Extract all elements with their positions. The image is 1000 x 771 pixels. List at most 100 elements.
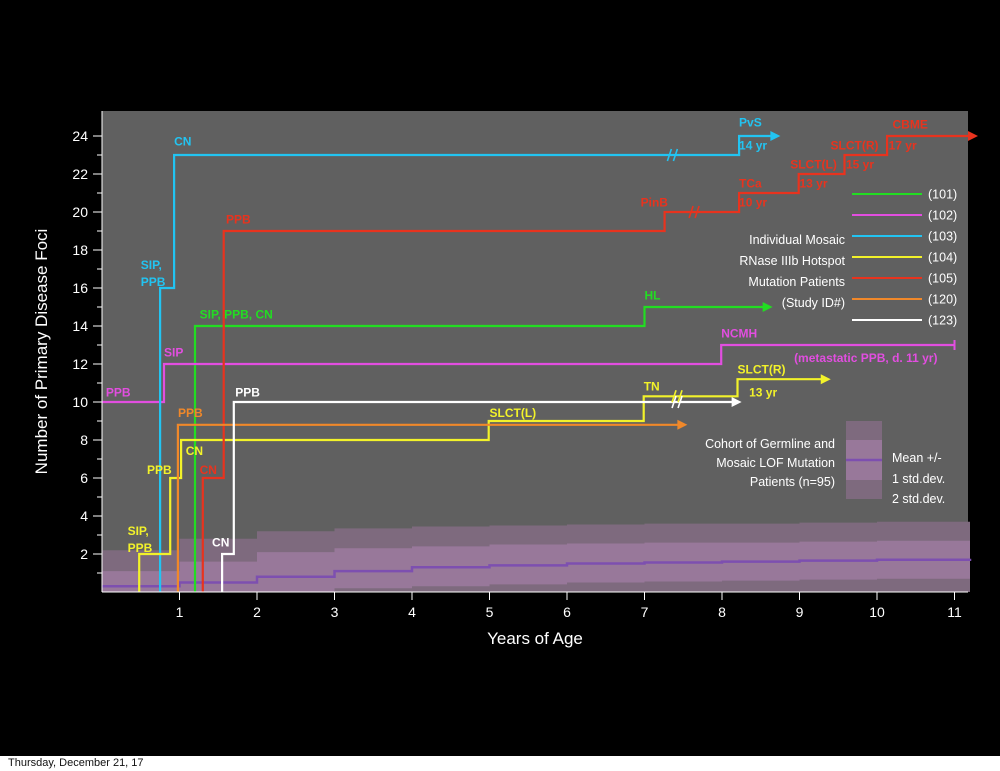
annotation-label: PvS: [739, 116, 762, 130]
break-mark: [688, 205, 694, 219]
annotations: CN SIP, PPB PvS 14 yr PPB PinB TCa 10 yr SLCT(L) 1…: [106, 116, 938, 556]
y-axis-title: Number of Primary Disease Foci: [32, 229, 51, 475]
axis-breaks: [666, 148, 700, 409]
annotation-label: 17 yr: [889, 138, 917, 152]
series-101: [193, 305, 765, 592]
arrowhead-103: [770, 131, 781, 141]
arrowhead-101: [762, 302, 773, 312]
series-105: [201, 134, 970, 592]
arrowhead-120: [677, 419, 688, 430]
y-tick-label: 10: [72, 394, 88, 410]
cohort-mean-line: [102, 558, 972, 588]
annotation-label: (metastatic PPB, d. 11 yr): [794, 351, 937, 365]
legend-title-line: (Study ID#): [782, 296, 845, 310]
annotation-label: 13 yr: [800, 176, 828, 190]
annotation-label: TCa: [739, 176, 762, 190]
legend-title-line: RNase IIIb Hotspot: [739, 254, 845, 268]
x-tick-label: 11: [947, 604, 962, 620]
annotation-label: HL: [645, 288, 661, 302]
arrowhead-105: [968, 131, 978, 141]
legend-title-line: Mutation Patients: [748, 275, 845, 289]
annotation-label: SIP: [164, 345, 183, 359]
annotation-label: 13 yr: [749, 385, 777, 399]
x-tick-label: 1: [176, 604, 184, 620]
annotation-label: CBME: [893, 117, 928, 131]
annotation-label: PPB: [147, 463, 172, 477]
y-tick-label: 4: [80, 508, 88, 524]
x-tick-label: 5: [486, 604, 494, 620]
x-tick-label: 8: [718, 604, 726, 620]
x-tick-label: 10: [869, 604, 885, 620]
annotation-label: PPB: [106, 385, 131, 399]
cohort-legend-label: 2 std.dev.: [892, 492, 945, 506]
annotation-label: SLCT(L): [790, 157, 837, 171]
y-tick-label: 18: [72, 242, 88, 258]
x-tick-label: 2: [253, 604, 261, 620]
annotation-label: SIP, PPB, CN: [200, 307, 273, 321]
break-mark: [672, 148, 679, 162]
annotation-label: PinB: [641, 195, 669, 209]
y-tick-label: 6: [80, 470, 88, 486]
annotation-label: CN: [212, 535, 229, 549]
y-tick-label: 20: [72, 204, 88, 220]
cohort-legend-label: 1 std.dev.: [892, 472, 945, 486]
y-tick-label: 16: [72, 280, 88, 296]
annotation-label: CN: [186, 444, 203, 458]
x-tick-label: 6: [563, 604, 571, 620]
y-tick-label: 22: [72, 166, 88, 182]
plot-area: [102, 111, 968, 592]
legend: (101) (102) (103) (104) (105) (120) (123) Indiv…: [739, 188, 957, 328]
annotation-label: PPB: [141, 275, 166, 289]
annotation-label: 15 yr: [846, 157, 874, 171]
cohort-label-line: Cohort of Germline and: [705, 437, 835, 451]
arrowhead-123: [731, 397, 742, 407]
cohort-legend: Mean +/- 1 std.dev. 2 std.dev. Cohort of Ge…: [705, 421, 945, 506]
annotation-label: PPB: [226, 212, 251, 226]
series-123: [221, 400, 734, 592]
annotation-label: SIP,: [128, 524, 149, 538]
legend-entry-label: (103): [928, 230, 957, 244]
annotation-label: PPB: [178, 406, 203, 420]
break-mark: [666, 148, 673, 162]
cohort-label-line: Patients (n=95): [750, 475, 835, 489]
x-tick-label: 3: [331, 604, 339, 620]
legend-entry-label: (101): [928, 188, 957, 202]
legend-entry-label: (123): [928, 314, 957, 328]
annotation-label: CN: [174, 135, 191, 149]
annotation-label: TN: [644, 380, 660, 394]
cohort-label-line: Mosaic LOF Mutation: [716, 456, 835, 470]
break-mark: [677, 395, 683, 409]
y-tick-label: 8: [80, 432, 88, 448]
arrowhead-104: [820, 374, 831, 385]
legend-title-line: Individual Mosaic: [749, 233, 845, 247]
cohort-legend-label: Mean +/-: [892, 451, 942, 465]
annotation-label: SLCT(R): [831, 138, 879, 152]
footer-date: Thursday, December 21, 17: [8, 757, 144, 769]
legend-entry-label: (120): [928, 293, 957, 307]
annotation-label: SLCT(L): [490, 406, 537, 420]
series-120: [176, 423, 680, 592]
legend-entry-label: (104): [928, 251, 957, 265]
y-tick-label: 12: [72, 356, 88, 372]
series-103: [159, 134, 773, 592]
break-mark: [694, 205, 700, 219]
annotation-label: NCMH: [721, 326, 757, 340]
y-tick-label: 24: [72, 128, 88, 144]
y-tick-label: 2: [80, 546, 88, 562]
annotation-label: CN: [200, 463, 217, 477]
annotation-label: SIP,: [141, 258, 162, 272]
annotation-label: SLCT(R): [738, 363, 786, 377]
cohort-mean-line: [102, 558, 972, 588]
annotation-label: PPB: [128, 541, 153, 555]
x-tick-label: 4: [408, 604, 416, 620]
x-tick-label: 7: [641, 604, 649, 620]
x-axis-title: Years of Age: [487, 629, 583, 648]
annotation-label: 14 yr: [739, 138, 767, 152]
annotation-label: 10 yr: [739, 195, 767, 209]
y-tick-label: 14: [72, 318, 88, 334]
series-104: [138, 378, 823, 592]
series-102: [102, 343, 955, 404]
